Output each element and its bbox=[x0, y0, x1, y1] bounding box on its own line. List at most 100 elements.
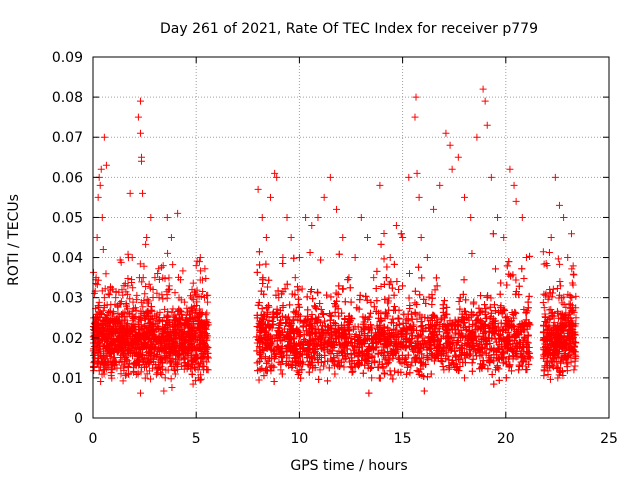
data-point bbox=[124, 274, 132, 282]
data-point bbox=[202, 274, 210, 282]
data-point bbox=[160, 387, 168, 395]
data-point bbox=[278, 370, 286, 378]
data-point bbox=[138, 278, 146, 286]
data-point bbox=[164, 286, 172, 294]
data-point bbox=[406, 269, 414, 277]
data-point bbox=[93, 281, 101, 289]
data-point bbox=[169, 305, 177, 313]
data-point bbox=[102, 270, 110, 278]
data-point bbox=[90, 367, 98, 375]
data-point bbox=[279, 260, 287, 268]
data-point bbox=[126, 295, 134, 303]
data-point bbox=[399, 282, 407, 290]
data-point bbox=[524, 298, 532, 306]
data-point bbox=[502, 374, 510, 382]
data-point bbox=[113, 364, 121, 372]
data-point bbox=[405, 294, 413, 302]
data-point bbox=[377, 240, 385, 248]
data-point bbox=[141, 374, 149, 382]
data-point bbox=[477, 292, 485, 300]
data-point bbox=[387, 371, 395, 379]
data-point bbox=[305, 368, 313, 376]
data-point bbox=[141, 290, 149, 298]
data-point bbox=[505, 270, 513, 278]
data-point bbox=[158, 370, 166, 378]
data-point bbox=[189, 279, 197, 287]
data-point bbox=[362, 292, 370, 300]
data-point bbox=[164, 249, 172, 257]
data-point bbox=[406, 304, 414, 312]
data-point bbox=[270, 378, 278, 386]
data-point bbox=[199, 288, 207, 296]
data-point bbox=[90, 350, 98, 358]
data-point bbox=[114, 309, 122, 317]
data-point bbox=[171, 289, 179, 297]
data-point bbox=[518, 265, 526, 273]
data-point bbox=[438, 358, 446, 366]
data-point bbox=[468, 367, 476, 375]
data-point bbox=[390, 260, 398, 268]
data-point bbox=[147, 375, 155, 383]
data-point bbox=[489, 230, 497, 238]
data-point bbox=[331, 308, 339, 316]
data-point bbox=[179, 267, 187, 275]
data-point bbox=[304, 306, 312, 314]
data-point bbox=[515, 362, 523, 370]
data-point bbox=[259, 279, 267, 287]
data-point bbox=[264, 283, 272, 291]
data-point bbox=[518, 362, 526, 370]
data-point bbox=[382, 274, 390, 282]
data-point bbox=[512, 276, 520, 284]
data-point bbox=[554, 255, 562, 263]
data-point bbox=[390, 303, 398, 311]
data-point bbox=[389, 375, 397, 383]
chart-title: Day 261 of 2021, Rate Of TEC Index for r… bbox=[160, 21, 538, 37]
data-point bbox=[169, 261, 177, 269]
data-point bbox=[197, 267, 205, 275]
data-point bbox=[142, 240, 150, 248]
data-point bbox=[383, 263, 391, 271]
data-point bbox=[303, 293, 311, 301]
data-point bbox=[526, 252, 534, 260]
data-point bbox=[488, 370, 496, 378]
data-point bbox=[140, 262, 148, 270]
data-point bbox=[468, 359, 476, 367]
data-point bbox=[306, 248, 314, 256]
data-point bbox=[503, 281, 511, 289]
data-point bbox=[413, 300, 421, 308]
data-point bbox=[256, 261, 264, 269]
data-point bbox=[373, 297, 381, 305]
data-point bbox=[389, 315, 397, 323]
data-point bbox=[105, 291, 113, 299]
data-point bbox=[253, 268, 261, 276]
data-point bbox=[491, 335, 499, 343]
data-point bbox=[497, 279, 505, 287]
data-point bbox=[411, 287, 419, 295]
data-point bbox=[309, 295, 317, 303]
data-point bbox=[129, 284, 137, 292]
data-point bbox=[415, 263, 423, 271]
data-point bbox=[376, 374, 384, 382]
data-point bbox=[168, 383, 176, 391]
data-point bbox=[520, 274, 528, 282]
data-point bbox=[167, 375, 175, 383]
data-point bbox=[286, 301, 294, 309]
data-point bbox=[365, 389, 373, 397]
data-point bbox=[394, 314, 402, 322]
data-point bbox=[290, 254, 298, 262]
data-point bbox=[123, 301, 131, 309]
data-point bbox=[335, 250, 343, 258]
data-point bbox=[315, 375, 323, 383]
data-point bbox=[102, 365, 110, 373]
data-point bbox=[428, 300, 436, 308]
data-point bbox=[149, 293, 157, 301]
data-point bbox=[159, 295, 167, 303]
data-point bbox=[381, 370, 389, 378]
data-point bbox=[380, 255, 388, 263]
data-point bbox=[121, 372, 129, 380]
data-point bbox=[359, 369, 367, 377]
data-point bbox=[468, 250, 476, 258]
data-point bbox=[255, 248, 263, 256]
data-point bbox=[500, 305, 508, 313]
data-point bbox=[137, 389, 145, 397]
